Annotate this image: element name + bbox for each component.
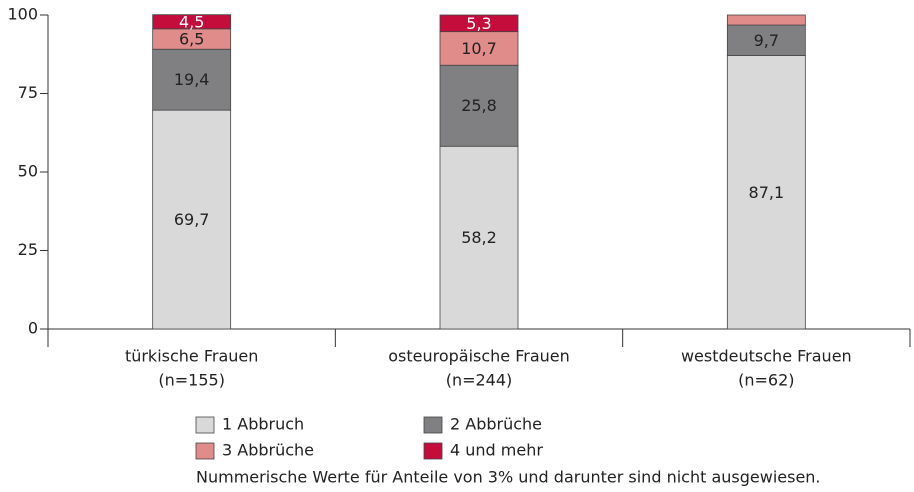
bar-segment <box>726 55 806 330</box>
value-label: 5,3 <box>466 14 491 33</box>
y-tick-label: 75 <box>18 83 38 102</box>
y-tick-label: 100 <box>7 5 38 24</box>
bar-segment <box>439 64 519 147</box>
value-label: 19,4 <box>174 70 210 89</box>
note: Nummerische Werte für Anteile von 3% und… <box>196 468 821 487</box>
legend-swatch <box>423 442 443 460</box>
bar-segment <box>726 24 806 56</box>
legend-swatch <box>423 416 443 434</box>
x-tick-label: westdeutsche Frauen <box>681 347 852 366</box>
value-label: 6,5 <box>179 30 204 49</box>
bar-segment <box>152 109 232 330</box>
legend-label: 4 und mehr <box>450 441 543 460</box>
legend-label: 1 Abbruch <box>222 415 304 434</box>
bar-segment <box>152 14 232 30</box>
x-tick-label: türkische Frauen <box>125 347 258 366</box>
bar-segment <box>439 31 519 66</box>
y-tick-label: 0 <box>28 319 38 338</box>
x-tick-label: (n=62) <box>738 371 794 390</box>
legend-swatch <box>195 416 215 434</box>
x-tick-label: osteuropäische Frauen <box>388 347 570 366</box>
bar-segment <box>152 48 232 111</box>
x-tick-label: (n=155) <box>158 371 225 390</box>
value-label: 9,7 <box>754 31 779 50</box>
value-label: 25,8 <box>461 96 497 115</box>
bar-segment <box>439 14 519 33</box>
legend-label: 3 Abbrüche <box>222 441 314 460</box>
value-label: 87,1 <box>749 183 785 202</box>
bar-segment <box>726 14 806 26</box>
bar-segment <box>439 145 519 330</box>
value-label: 69,7 <box>174 210 210 229</box>
legend-swatch <box>195 442 215 460</box>
y-tick-label: 50 <box>18 162 38 181</box>
x-tick-label: (n=244) <box>446 371 513 390</box>
value-label: 10,7 <box>461 39 497 58</box>
y-tick-label: 25 <box>18 240 38 259</box>
legend-label: 2 Abbrüche <box>450 415 542 434</box>
value-label: 4,5 <box>179 12 204 31</box>
value-label: 58,2 <box>461 228 497 247</box>
